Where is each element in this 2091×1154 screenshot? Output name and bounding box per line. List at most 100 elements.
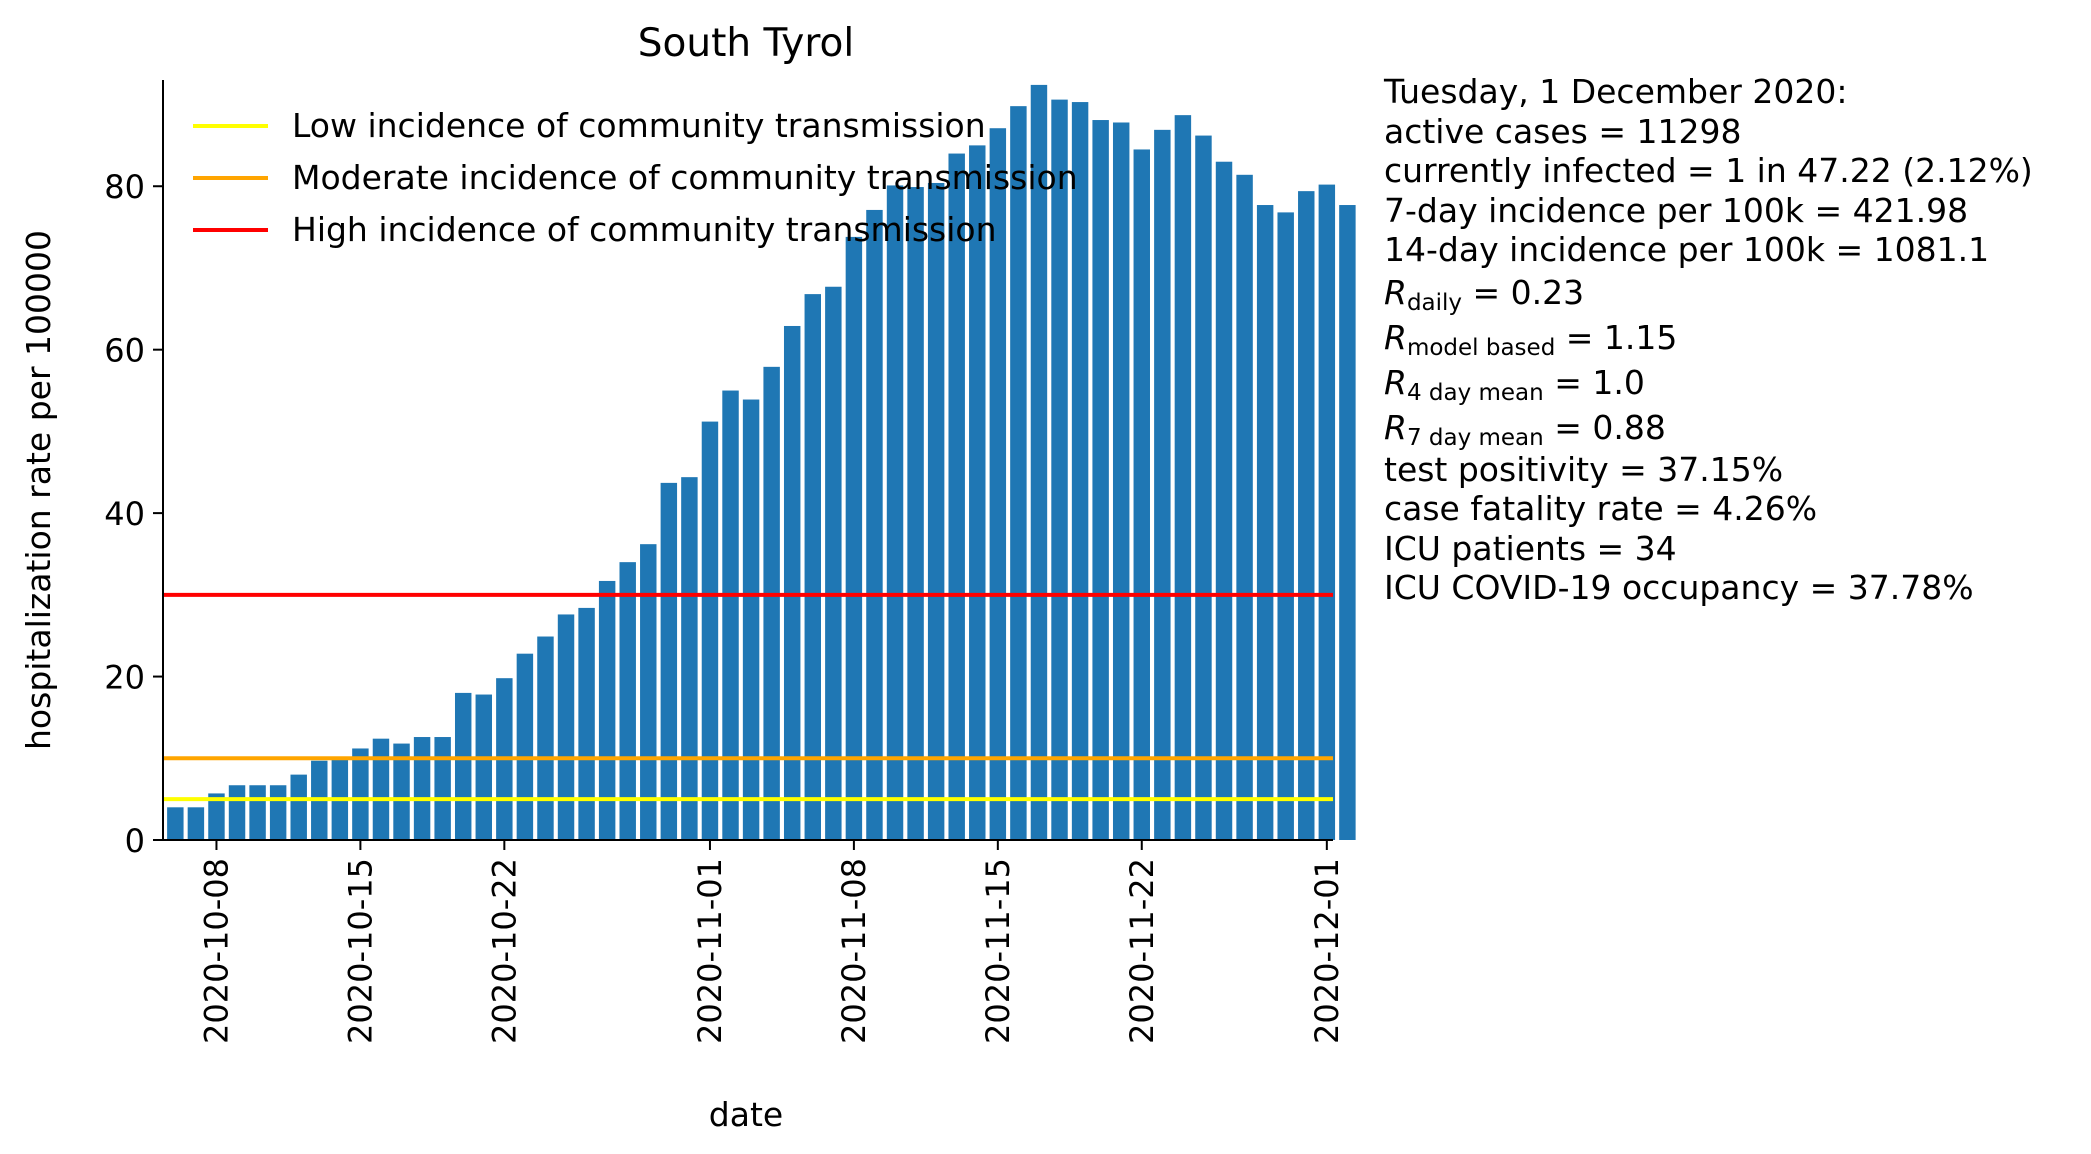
x-tick-label: 2020-11-22: [1123, 858, 1161, 1044]
bar: [269, 785, 287, 840]
x-tick-label: 2020-10-15: [341, 858, 379, 1044]
bar: [948, 153, 965, 841]
x-tick-label: 2020-12-01: [1308, 858, 1346, 1044]
bar: [352, 748, 369, 840]
bar: [640, 544, 657, 840]
legend: Low incidence of community transmission M…: [193, 106, 1078, 249]
r-daily-subscript: daily: [1406, 289, 1463, 316]
x-axis-label: date: [709, 1095, 783, 1134]
stats-icu-occupancy: ICU COVID-19 occupancy = 37.78%: [1384, 568, 1974, 607]
y-axis-label: hospitalization rate per 100000: [19, 230, 58, 750]
bar: [1298, 191, 1315, 840]
bar: [907, 187, 924, 841]
bar: [249, 785, 266, 840]
bar: [413, 737, 431, 840]
bar: [1339, 205, 1356, 840]
bar: [825, 286, 842, 840]
bar: [598, 580, 616, 840]
hospitalization-chart: South Tyrol 0 20 40 60 80 2020-10-08 2020-10-1…: [19, 21, 1356, 1134]
bar: [1236, 174, 1253, 841]
threshold-lines-group: [163, 592, 1333, 802]
r-daily-value: = 0.23: [1462, 272, 1585, 312]
legend-label-2: High incidence of community transmission: [292, 210, 997, 249]
bar: [619, 562, 636, 840]
bar: [290, 774, 307, 840]
bar: [372, 738, 390, 840]
bar: [969, 145, 986, 840]
r-model-subscript: model based: [1406, 334, 1556, 361]
r-symbol: R: [1384, 272, 1407, 312]
legend-label-0: Low incidence of community transmission: [292, 106, 986, 145]
bar: [475, 694, 492, 840]
stats-r-daily: Rdaily = 0.23: [1384, 270, 2033, 315]
stats-incidence-14day: 14-day incidence per 100k = 1081.1: [1384, 230, 1990, 269]
bar: [1215, 161, 1233, 841]
bar: [742, 399, 760, 840]
bar: [1154, 129, 1171, 841]
bar: [1112, 122, 1130, 841]
bar: [1318, 184, 1336, 841]
bar: [1133, 149, 1150, 840]
r-4day-subscript: 4 day mean: [1406, 379, 1544, 406]
bar: [1071, 102, 1089, 840]
x-tick-label: 2020-11-01: [691, 858, 729, 1044]
bar: [989, 128, 1007, 841]
bar: [1030, 84, 1048, 840]
bar: [393, 743, 410, 840]
bar: [701, 421, 719, 840]
bar: [167, 807, 184, 840]
bar: [804, 294, 821, 840]
bar: [516, 653, 534, 840]
r-symbol: R: [1384, 407, 1407, 447]
stats-incidence-7day: 7-day incidence per 100k = 421.98: [1384, 190, 1969, 230]
bar: [1174, 115, 1192, 840]
bar: [1277, 212, 1294, 840]
stats-test-positivity: test positivity = 37.15%: [1384, 449, 1784, 489]
bar: [537, 636, 554, 840]
bar: [1256, 205, 1274, 840]
axes-group: 0 20 40 60 80 2020-10-08 2020-10-15 2020-10-22 2…: [104, 80, 1346, 1044]
stats-date: Tuesday, 1 December 2020:: [1384, 72, 1848, 111]
r-7day-value: = 0.88: [1543, 407, 1666, 447]
y-tick-label: 40: [104, 495, 145, 533]
y-tick-label: 80: [104, 168, 145, 206]
stats-currently-infected: currently infected = 1 in 47.22 (2.12%): [1384, 151, 2033, 190]
stats-icu-patients: ICU patients = 34: [1384, 528, 1677, 568]
bar: [783, 325, 801, 841]
bar: [681, 477, 698, 840]
stats-r-model: Rmodel based = 1.15: [1384, 315, 2033, 360]
bar: [763, 366, 780, 840]
bar: [866, 209, 883, 840]
legend-label-1: Moderate incidence of community transmis…: [292, 158, 1078, 197]
bar: [660, 482, 678, 840]
y-tick-label: 0: [125, 822, 145, 860]
y-tick-label: 20: [104, 659, 145, 697]
x-tick-label: 2020-11-08: [835, 858, 873, 1044]
r-4day-value: = 1.0: [1543, 362, 1645, 402]
bar: [1010, 106, 1027, 840]
bar: [228, 785, 246, 840]
bar: [927, 182, 945, 841]
bar: [434, 737, 451, 840]
bar: [1092, 120, 1109, 841]
chart-title: South Tyrol: [638, 21, 854, 66]
bar: [578, 607, 595, 840]
r-symbol: R: [1384, 362, 1407, 402]
r-7day-subscript: 7 day mean: [1406, 424, 1544, 451]
stats-r-4day: R4 day mean = 1.0: [1384, 360, 2033, 405]
stats-case-fatality: case fatality rate = 4.26%: [1384, 489, 1818, 528]
r-model-value: = 1.15: [1555, 317, 1678, 357]
stats-panel: Tuesday, 1 December 2020: active cases =…: [1384, 72, 2033, 608]
y-tick-label: 60: [104, 332, 145, 370]
stats-r-7day: R7 day mean = 0.88: [1384, 405, 2033, 450]
bar: [557, 614, 575, 840]
bar: [1195, 135, 1212, 840]
bar: [1051, 99, 1068, 841]
bars-group: [167, 84, 1356, 841]
x-tick-label: 2020-11-15: [979, 858, 1017, 1044]
x-tick-label: 2020-10-22: [485, 858, 523, 1044]
x-tick-label: 2020-10-08: [198, 858, 236, 1044]
bar: [845, 236, 863, 840]
bar: [208, 793, 225, 840]
r-symbol: R: [1384, 317, 1407, 357]
